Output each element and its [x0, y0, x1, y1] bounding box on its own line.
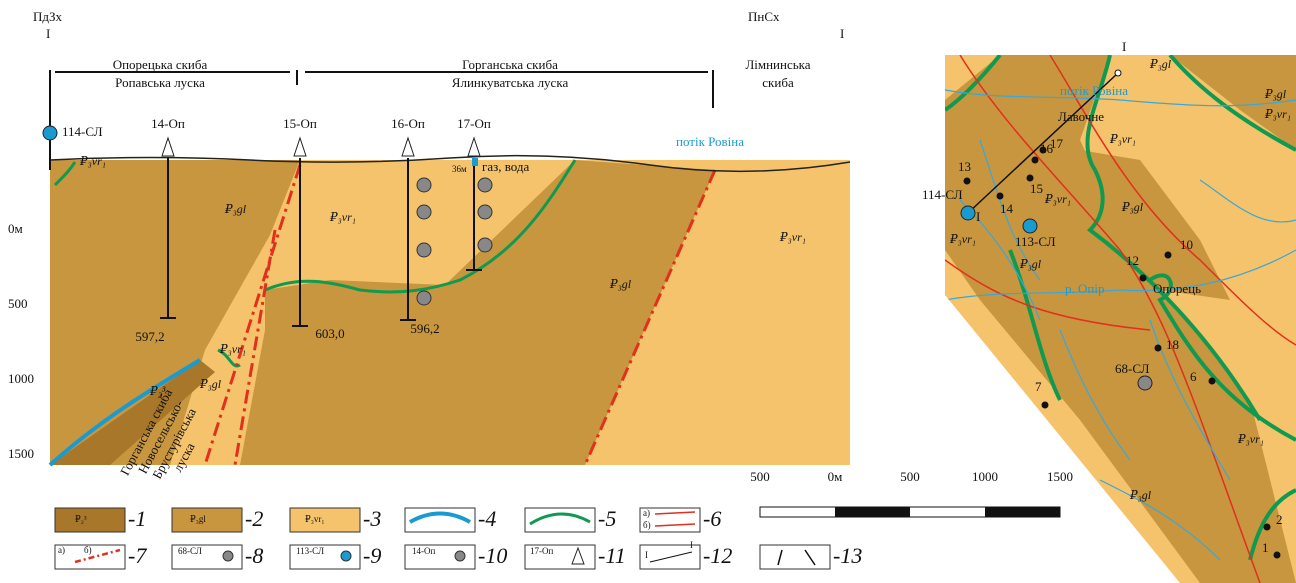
label: -8: [245, 543, 263, 568]
map-label: 10: [1180, 237, 1193, 252]
map-label: ₽₃gl: [1149, 57, 1172, 71]
map-label: 114-СЛ: [922, 187, 963, 202]
map-label: 6: [1190, 369, 1197, 384]
label: -7: [128, 543, 147, 568]
label: 500: [900, 469, 920, 484]
label: 15-Оп: [283, 116, 317, 131]
label: ₽₃gl: [190, 514, 206, 524]
label: потік Ровіна: [676, 134, 744, 149]
label: 500: [750, 469, 770, 484]
map-label: ₽₃gl: [1019, 257, 1042, 271]
label: I: [46, 26, 50, 41]
label: 597,2: [135, 329, 164, 344]
label: 1000: [8, 371, 34, 386]
map-label: ₽₃vr₁: [1044, 192, 1071, 206]
label: -9: [363, 543, 381, 568]
label: 0м: [8, 221, 23, 236]
map-label: ₽₃gl: [1129, 488, 1152, 502]
label: 68-СЛ: [178, 546, 202, 556]
map-label: 7: [1035, 379, 1042, 394]
label: 14-Оп: [151, 116, 185, 131]
map-label: 15: [1030, 181, 1043, 196]
label: Горганська скиба: [462, 57, 558, 72]
label: Опорецька скиба: [113, 57, 208, 72]
label: I: [840, 26, 844, 41]
label: а): [643, 508, 650, 518]
label: 603,0: [315, 326, 344, 341]
map-label: 68-СЛ: [1115, 361, 1150, 376]
figure: ПдЗх I ПнСх I Опорецька скиба Ропавська …: [0, 0, 1296, 583]
label: ПдЗх: [33, 9, 63, 24]
map-label: р. Опір: [1065, 281, 1104, 296]
label: 114-СЛ: [62, 124, 103, 139]
label: 36м: [452, 164, 467, 174]
label: 1500: [1047, 469, 1073, 484]
label: б): [643, 520, 651, 530]
label: I: [645, 550, 648, 560]
scale-bar: 500 0м 500 1000 1500: [750, 469, 1073, 517]
map-label: 12: [1126, 253, 1139, 268]
label: -2: [245, 506, 263, 531]
map-label: потік Ровіна: [1060, 83, 1128, 98]
map-label: ₽₃vr₁: [1237, 432, 1264, 446]
map-label: 113-СЛ: [1015, 234, 1056, 249]
label: Ялинкуватська луска: [452, 75, 569, 90]
label: Ропавська луска: [115, 75, 205, 90]
label: ₽₃vr₁: [305, 514, 325, 524]
label: -1: [128, 506, 146, 531]
map-label: 1: [1262, 540, 1269, 555]
map-label: ₽₃gl: [1264, 87, 1287, 101]
label: 17-Оп: [530, 546, 553, 556]
map-label: Лавочне: [1058, 109, 1104, 124]
label: ПнСх: [748, 9, 780, 24]
map-label: I: [1122, 39, 1126, 54]
map-label: ₽₃vr₁: [1264, 107, 1291, 121]
label: 596,2: [410, 321, 439, 336]
map-label: ₽₃gl: [1121, 200, 1144, 214]
label: -11: [598, 543, 626, 568]
label: 500: [8, 296, 28, 311]
map-label: 14: [1000, 201, 1014, 216]
label: 0м: [828, 469, 843, 484]
label: -6: [703, 506, 721, 531]
label: Лімнинська: [745, 57, 810, 72]
label: ₽₃vr₁: [219, 342, 246, 356]
map-label: ₽₃vr₁: [1109, 132, 1136, 146]
label: 16-Оп: [391, 116, 425, 131]
label: -10: [478, 543, 507, 568]
label: 14-Оп: [412, 546, 435, 556]
label: -4: [478, 506, 496, 531]
label: ₽₃vr₁: [779, 230, 806, 244]
label: -5: [598, 506, 616, 531]
label: газ, вода: [482, 159, 530, 174]
label: ₽₂³: [75, 514, 87, 524]
label: скиба: [762, 75, 794, 90]
label: ₽₃gl: [199, 377, 222, 391]
map-label: 17: [1050, 136, 1064, 151]
label: ₽₃vr₁: [329, 210, 356, 224]
map-label: 18: [1166, 337, 1179, 352]
label: 17-Оп: [457, 116, 491, 131]
label: ₽₃gl: [224, 202, 247, 216]
label: -3: [363, 506, 381, 531]
label: I: [690, 540, 693, 550]
label: 1000: [972, 469, 998, 484]
map-label: Опорець: [1153, 281, 1201, 296]
map-label: I: [976, 209, 980, 224]
label: 113-СЛ: [296, 546, 324, 556]
map-label: 2: [1276, 512, 1283, 527]
map-label: 13: [958, 159, 971, 174]
label: а): [58, 545, 65, 555]
label: ₽₃gl: [609, 277, 632, 291]
label: -12: [703, 543, 732, 568]
label: -13: [833, 543, 862, 568]
map-label: ₽₃vr₁: [949, 232, 976, 246]
legend: ₽₂³ ₽₃gl ₽₃vr₁ а) б) а) б) 68-СЛ 113-СЛ …: [55, 506, 862, 569]
label: б): [84, 545, 92, 555]
label: ₽₃vr₁: [79, 154, 106, 168]
label: 1500: [8, 446, 34, 461]
